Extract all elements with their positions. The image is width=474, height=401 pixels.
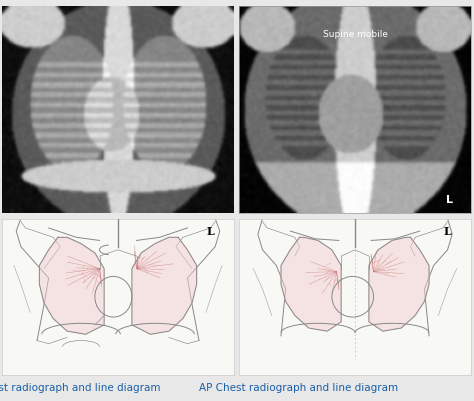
Text: AP Chest radiograph and line diagram: AP Chest radiograph and line diagram (199, 383, 398, 393)
Text: L: L (444, 225, 451, 237)
Text: PA Chest radiograph and line diagram: PA Chest radiograph and line diagram (0, 383, 161, 393)
Text: L: L (447, 195, 453, 205)
Polygon shape (369, 237, 429, 331)
Text: Supine mobile: Supine mobile (322, 30, 388, 39)
Text: L: L (207, 225, 214, 237)
Polygon shape (281, 237, 341, 331)
Polygon shape (39, 237, 104, 334)
Polygon shape (132, 237, 197, 334)
